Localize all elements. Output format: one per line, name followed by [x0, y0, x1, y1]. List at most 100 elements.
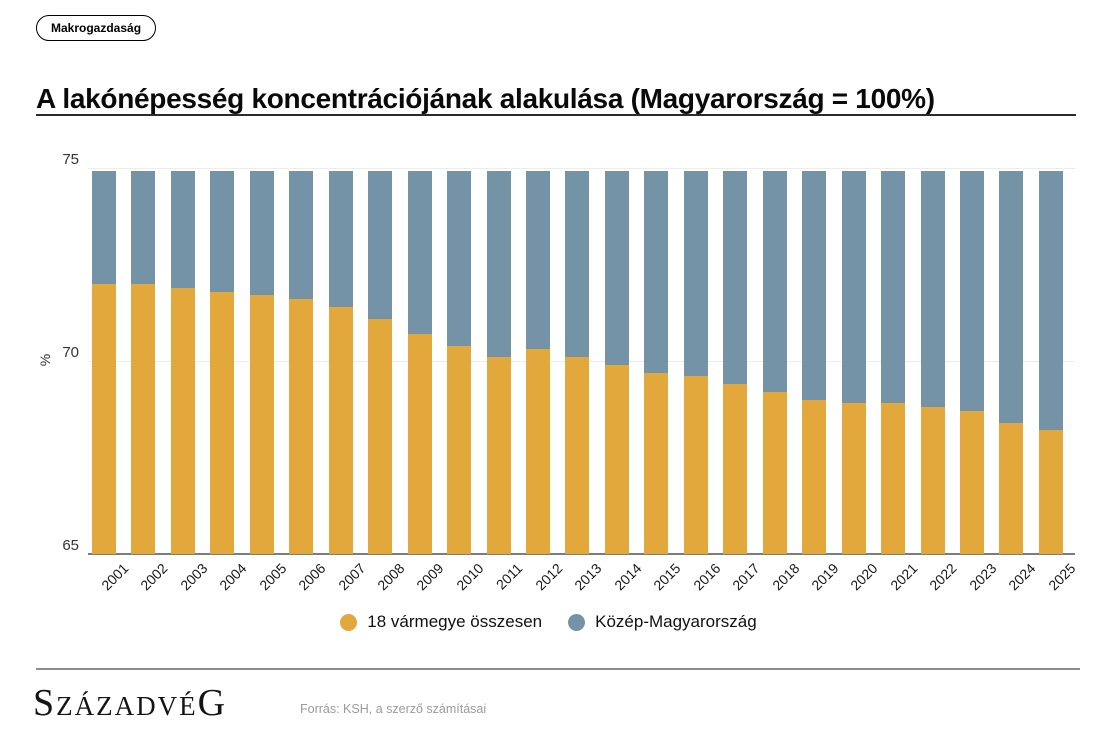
- x-tick-2005: 2005: [255, 560, 290, 594]
- bar-2017: 2017: [723, 168, 763, 593]
- bar-2007-kozep-magyarorszag-segment: [328, 171, 353, 307]
- bar-2014: 2014: [604, 168, 644, 593]
- bar-2016: 2016: [683, 168, 723, 593]
- bar-2019-kozep-magyarorszag-segment: [802, 171, 827, 400]
- x-tick-2010: 2010: [453, 560, 487, 594]
- bar-2007-18-varmegye-segment: [328, 307, 353, 554]
- bar-2011: 2011: [486, 168, 526, 593]
- bar-2006-18-varmegye-segment: [289, 299, 314, 554]
- title-divider: [36, 114, 1076, 116]
- bar-2019-18-varmegye-segment: [802, 400, 827, 554]
- y-tick-65: 65: [62, 537, 79, 554]
- x-tick-2024: 2024: [1005, 560, 1039, 594]
- bar-2001-kozep-magyarorszag-segment: [92, 171, 116, 284]
- bar-2020: 2020: [841, 168, 881, 593]
- category-badge[interactable]: Makrogazdaság: [36, 15, 157, 41]
- bar-2003: 2003: [170, 168, 210, 593]
- bars-container: 2001 2002 2003 2004 2005 2006 2007 2008 2009 2010…: [92, 168, 1078, 593]
- bar-2010-kozep-magyarorszag-segment: [447, 171, 472, 346]
- bar-2003-18-varmegye-segment: [170, 288, 195, 554]
- bar-2002: 2002: [131, 168, 171, 593]
- bar-2008-kozep-magyarorszag-segment: [368, 171, 393, 319]
- gridline-75: [88, 168, 1075, 169]
- x-tick-2013: 2013: [571, 560, 605, 594]
- szazadveg-logo: SZÁZADVÉG: [33, 684, 227, 722]
- logo-letter-first: S: [33, 682, 57, 724]
- y-tick-75: 75: [62, 151, 79, 168]
- bar-2013-kozep-magyarorszag-segment: [565, 171, 590, 357]
- bar-2025-kozep-magyarorszag-segment: [1038, 171, 1063, 430]
- bar-2020-18-varmegye-segment: [841, 403, 866, 554]
- bar-2004: 2004: [210, 168, 250, 593]
- logo-letter-last: G: [197, 682, 228, 724]
- x-tick-2019: 2019: [808, 560, 842, 594]
- bar-2025: 2025: [1038, 168, 1078, 593]
- x-tick-2009: 2009: [413, 560, 447, 594]
- bar-2017-18-varmegye-segment: [723, 384, 748, 554]
- bar-2010-18-varmegye-segment: [447, 346, 472, 554]
- x-tick-2011: 2011: [493, 560, 526, 593]
- legend-item-18-varmegye[interactable]: 18 vármegye összesen: [340, 612, 542, 632]
- bar-2010: 2010: [447, 168, 486, 593]
- bar-2011-kozep-magyarorszag-segment: [486, 171, 511, 357]
- bar-2016-18-varmegye-segment: [683, 376, 708, 554]
- x-tick-2014: 2014: [610, 560, 645, 594]
- x-tick-2025: 2025: [1044, 560, 1079, 594]
- plot-area: 75 70 65 % 2001 2002 2003 2004 2005 2006 2007 2…: [37, 151, 1078, 593]
- bar-2013-18-varmegye-segment: [565, 357, 590, 554]
- bar-2005-18-varmegye-segment: [249, 295, 274, 554]
- bar-2015-kozep-magyarorszag-segment: [644, 171, 669, 373]
- x-tick-2016: 2016: [689, 560, 724, 594]
- bar-2009-18-varmegye-segment: [407, 334, 432, 554]
- bar-2012: 2012: [525, 168, 565, 593]
- bar-2020-kozep-magyarorszag-segment: [841, 171, 866, 403]
- bar-2005-kozep-magyarorszag-segment: [249, 171, 274, 295]
- x-tick-2006: 2006: [295, 560, 329, 594]
- bar-2024-18-varmegye-segment: [999, 423, 1024, 554]
- x-tick-2008: 2008: [374, 560, 408, 594]
- bar-2007: 2007: [328, 168, 368, 593]
- bar-2009: 2009: [407, 168, 447, 593]
- x-tick-2023: 2023: [965, 560, 1000, 594]
- x-tick-2020: 2020: [847, 560, 881, 594]
- bar-2018: 2018: [762, 168, 802, 593]
- bar-2008-18-varmegye-segment: [368, 319, 393, 554]
- x-tick-2022: 2022: [926, 560, 960, 594]
- bar-2004-18-varmegye-segment: [210, 292, 235, 554]
- bar-2018-18-varmegye-segment: [762, 392, 787, 554]
- legend-dot-kozep-magyarorszag-icon: [568, 613, 586, 631]
- legend-dot-18-varmegye-icon: [340, 613, 358, 631]
- x-tick-2001: 2001: [97, 560, 132, 594]
- bar-2024-kozep-magyarorszag-segment: [999, 171, 1024, 423]
- bar-2006-kozep-magyarorszag-segment: [289, 171, 314, 299]
- bar-2014-18-varmegye-segment: [604, 365, 629, 554]
- legend-item-kozep-magyarorszag[interactable]: Közép-Magyarország: [568, 612, 757, 632]
- bar-2002-kozep-magyarorszag-segment: [131, 171, 156, 284]
- legend-label-18-varmegye: 18 vármegye összesen: [367, 612, 543, 631]
- bar-2006: 2006: [289, 168, 329, 593]
- x-tick-2012: 2012: [531, 560, 566, 594]
- bar-2008: 2008: [368, 168, 407, 593]
- bar-2001: 2001: [92, 168, 131, 593]
- bar-2016-kozep-magyarorszag-segment: [683, 171, 708, 376]
- bar-2003-kozep-magyarorszag-segment: [170, 171, 195, 288]
- x-tick-2007: 2007: [334, 560, 369, 594]
- bar-2015: 2015: [644, 168, 684, 593]
- bar-2002-18-varmegye-segment: [131, 284, 156, 554]
- bar-2022-kozep-magyarorszag-segment: [920, 171, 945, 407]
- x-tick-2004: 2004: [216, 560, 250, 594]
- bar-2001-18-varmegye-segment: [92, 284, 116, 554]
- bar-2023-18-varmegye-segment: [959, 411, 984, 554]
- x-tick-2018: 2018: [768, 560, 803, 594]
- x-tick-2017: 2017: [729, 560, 763, 594]
- bar-2024: 2024: [999, 168, 1039, 593]
- logo-letters-mid: ZÁZADVÉ: [56, 691, 198, 721]
- bar-2012-kozep-magyarorszag-segment: [525, 171, 550, 349]
- y-axis-label: %: [37, 353, 54, 367]
- bar-2023-kozep-magyarorszag-segment: [959, 171, 984, 411]
- chart: 75 70 65 % 2001 2002 2003 2004 2005 2006 2007 2…: [36, 140, 1078, 610]
- bar-2015-18-varmegye-segment: [644, 373, 669, 554]
- bar-2025-18-varmegye-segment: [1038, 430, 1063, 554]
- bar-2011-18-varmegye-segment: [486, 357, 511, 554]
- legend-label-kozep-magyarorszag: Közép-Magyarország: [595, 612, 757, 631]
